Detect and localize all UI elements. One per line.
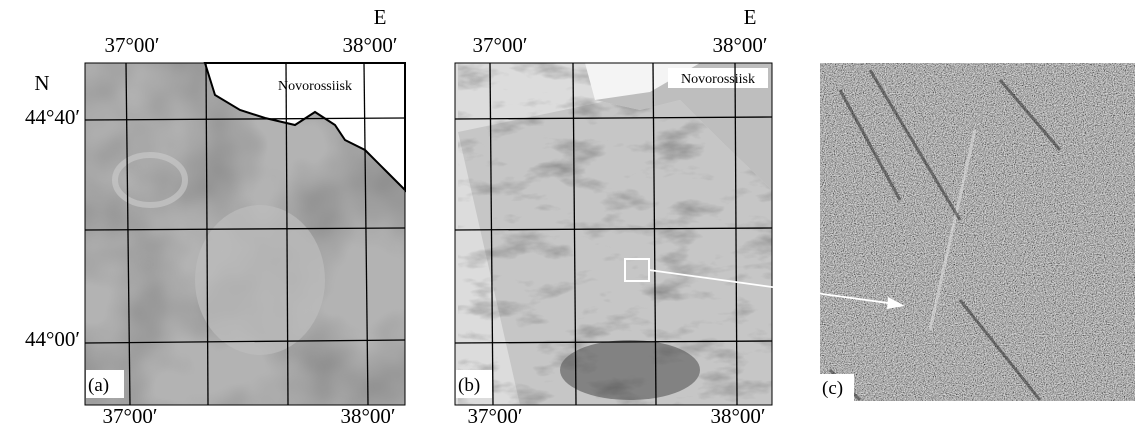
city-label: Novorossiisk	[278, 79, 352, 94]
figure: Novorossiisk (a) E 37°00′ 38°00′ 37°00′ …	[0, 0, 1135, 428]
panel-label: (b)	[458, 375, 480, 396]
city-label: Novorossiisk	[681, 72, 755, 87]
panel-a: Novorossiisk (a) E 37°00′ 38°00′ 37°00′ …	[85, 5, 405, 428]
bottom-tick: 38°00′	[711, 404, 766, 428]
top-tick: 38°00′	[343, 33, 398, 57]
direction-label: E	[374, 5, 387, 29]
top-tick: 37°00′	[473, 33, 528, 57]
panel-label: (a)	[88, 375, 109, 396]
bottom-tick: 37°00′	[103, 404, 158, 428]
direction-label: E	[744, 5, 757, 29]
bottom-tick: 37°00′	[468, 404, 523, 428]
panel-label: (c)	[822, 378, 843, 399]
top-tick: 37°00′	[105, 33, 160, 57]
left-tick: 44°00′	[25, 327, 80, 351]
top-tick: 38°00′	[713, 33, 768, 57]
bottom-tick: 38°00′	[341, 404, 396, 428]
panel-c: (c)	[820, 63, 1135, 401]
panel-b: Novorossiisk (b) E 37°00′ 38°00′ 37°00′ …	[455, 5, 772, 428]
left-tick: 44°40′	[25, 105, 80, 129]
direction-label: N	[34, 71, 49, 95]
